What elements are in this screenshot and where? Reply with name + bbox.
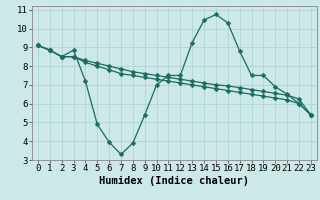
X-axis label: Humidex (Indice chaleur): Humidex (Indice chaleur) xyxy=(100,176,249,186)
